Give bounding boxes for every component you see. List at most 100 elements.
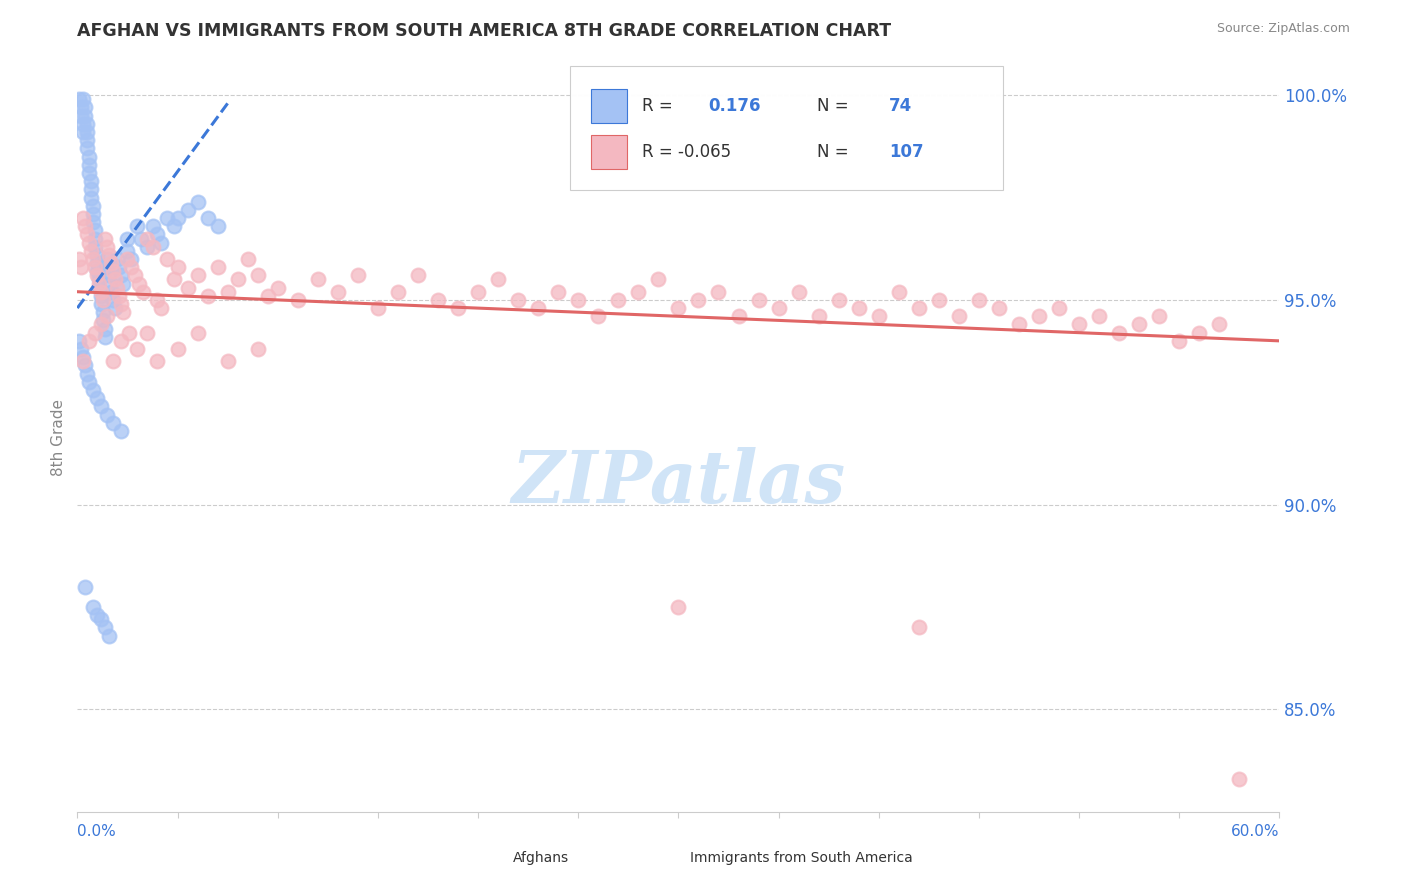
Point: [326, 285, 349, 299]
Point: [406, 268, 429, 283]
Point: [908, 620, 931, 634]
Point: [110, 424, 132, 438]
Point: [86, 391, 108, 405]
Point: [84, 260, 107, 275]
Point: [828, 293, 851, 307]
Point: [117, 244, 139, 258]
FancyBboxPatch shape: [652, 844, 682, 872]
Point: [82, 252, 104, 266]
Point: [948, 310, 970, 324]
Point: [186, 326, 209, 340]
Point: [75, 580, 97, 594]
Point: [217, 285, 239, 299]
Point: [1149, 310, 1171, 324]
Point: [367, 301, 389, 315]
Point: [103, 264, 125, 278]
Point: [72, 350, 94, 364]
FancyBboxPatch shape: [571, 66, 1002, 190]
Point: [103, 293, 125, 307]
Point: [150, 235, 173, 250]
Point: [98, 629, 121, 643]
Point: [76, 227, 98, 242]
Point: [236, 252, 259, 266]
Point: [787, 285, 810, 299]
Point: [1128, 318, 1150, 332]
Point: [120, 260, 142, 275]
Point: [100, 256, 122, 270]
Point: [75, 100, 97, 114]
Point: [1008, 318, 1031, 332]
Point: [76, 133, 98, 147]
Point: [72, 117, 94, 131]
Point: [146, 354, 169, 368]
Point: [118, 326, 141, 340]
Point: [80, 244, 103, 258]
Point: [84, 240, 107, 254]
Point: [82, 199, 104, 213]
Point: [127, 219, 149, 234]
Point: [98, 277, 121, 291]
Text: 60.0%: 60.0%: [1232, 824, 1279, 839]
Point: [150, 301, 173, 315]
Point: [124, 268, 146, 283]
Point: [166, 260, 188, 275]
Point: [96, 408, 118, 422]
Point: [868, 310, 890, 324]
Point: [347, 268, 370, 283]
Point: [79, 334, 101, 348]
Point: [197, 289, 219, 303]
Point: [89, 280, 111, 294]
Point: [80, 190, 103, 204]
Point: [120, 252, 142, 266]
Point: [928, 293, 950, 307]
Point: [93, 293, 115, 307]
Point: [1108, 326, 1130, 340]
Point: [84, 223, 107, 237]
Text: Source: ZipAtlas.com: Source: ZipAtlas.com: [1216, 22, 1350, 36]
Point: [1047, 301, 1070, 315]
Text: R = -0.065: R = -0.065: [643, 144, 731, 161]
Point: [1188, 326, 1211, 340]
Point: [67, 252, 90, 266]
Point: [96, 252, 118, 266]
Point: [94, 330, 117, 344]
Point: [79, 150, 101, 164]
Point: [76, 141, 98, 155]
Point: [70, 109, 93, 123]
Point: [107, 252, 129, 266]
Point: [79, 166, 101, 180]
Point: [707, 285, 730, 299]
Point: [668, 599, 690, 614]
Point: [70, 260, 93, 275]
Point: [387, 285, 409, 299]
Point: [307, 272, 329, 286]
Point: [508, 293, 530, 307]
Point: [1168, 334, 1191, 348]
Point: [90, 289, 112, 303]
Point: [82, 207, 104, 221]
Point: [142, 240, 165, 254]
Point: [96, 240, 118, 254]
Point: [103, 354, 125, 368]
Point: [90, 318, 112, 332]
Point: [79, 158, 101, 172]
Point: [72, 92, 94, 106]
Point: [146, 227, 169, 242]
Point: [94, 231, 117, 245]
Point: [70, 342, 93, 356]
Point: [96, 310, 118, 324]
Point: [86, 264, 108, 278]
Point: [110, 297, 132, 311]
FancyBboxPatch shape: [474, 844, 505, 872]
Point: [807, 310, 830, 324]
Point: [256, 289, 278, 303]
Point: [94, 620, 117, 634]
Point: [848, 301, 870, 315]
Point: [988, 301, 1011, 315]
Point: [117, 252, 139, 266]
Point: [104, 272, 127, 286]
Point: [67, 334, 90, 348]
Point: [72, 125, 94, 139]
Point: [72, 211, 94, 225]
Point: [127, 342, 149, 356]
